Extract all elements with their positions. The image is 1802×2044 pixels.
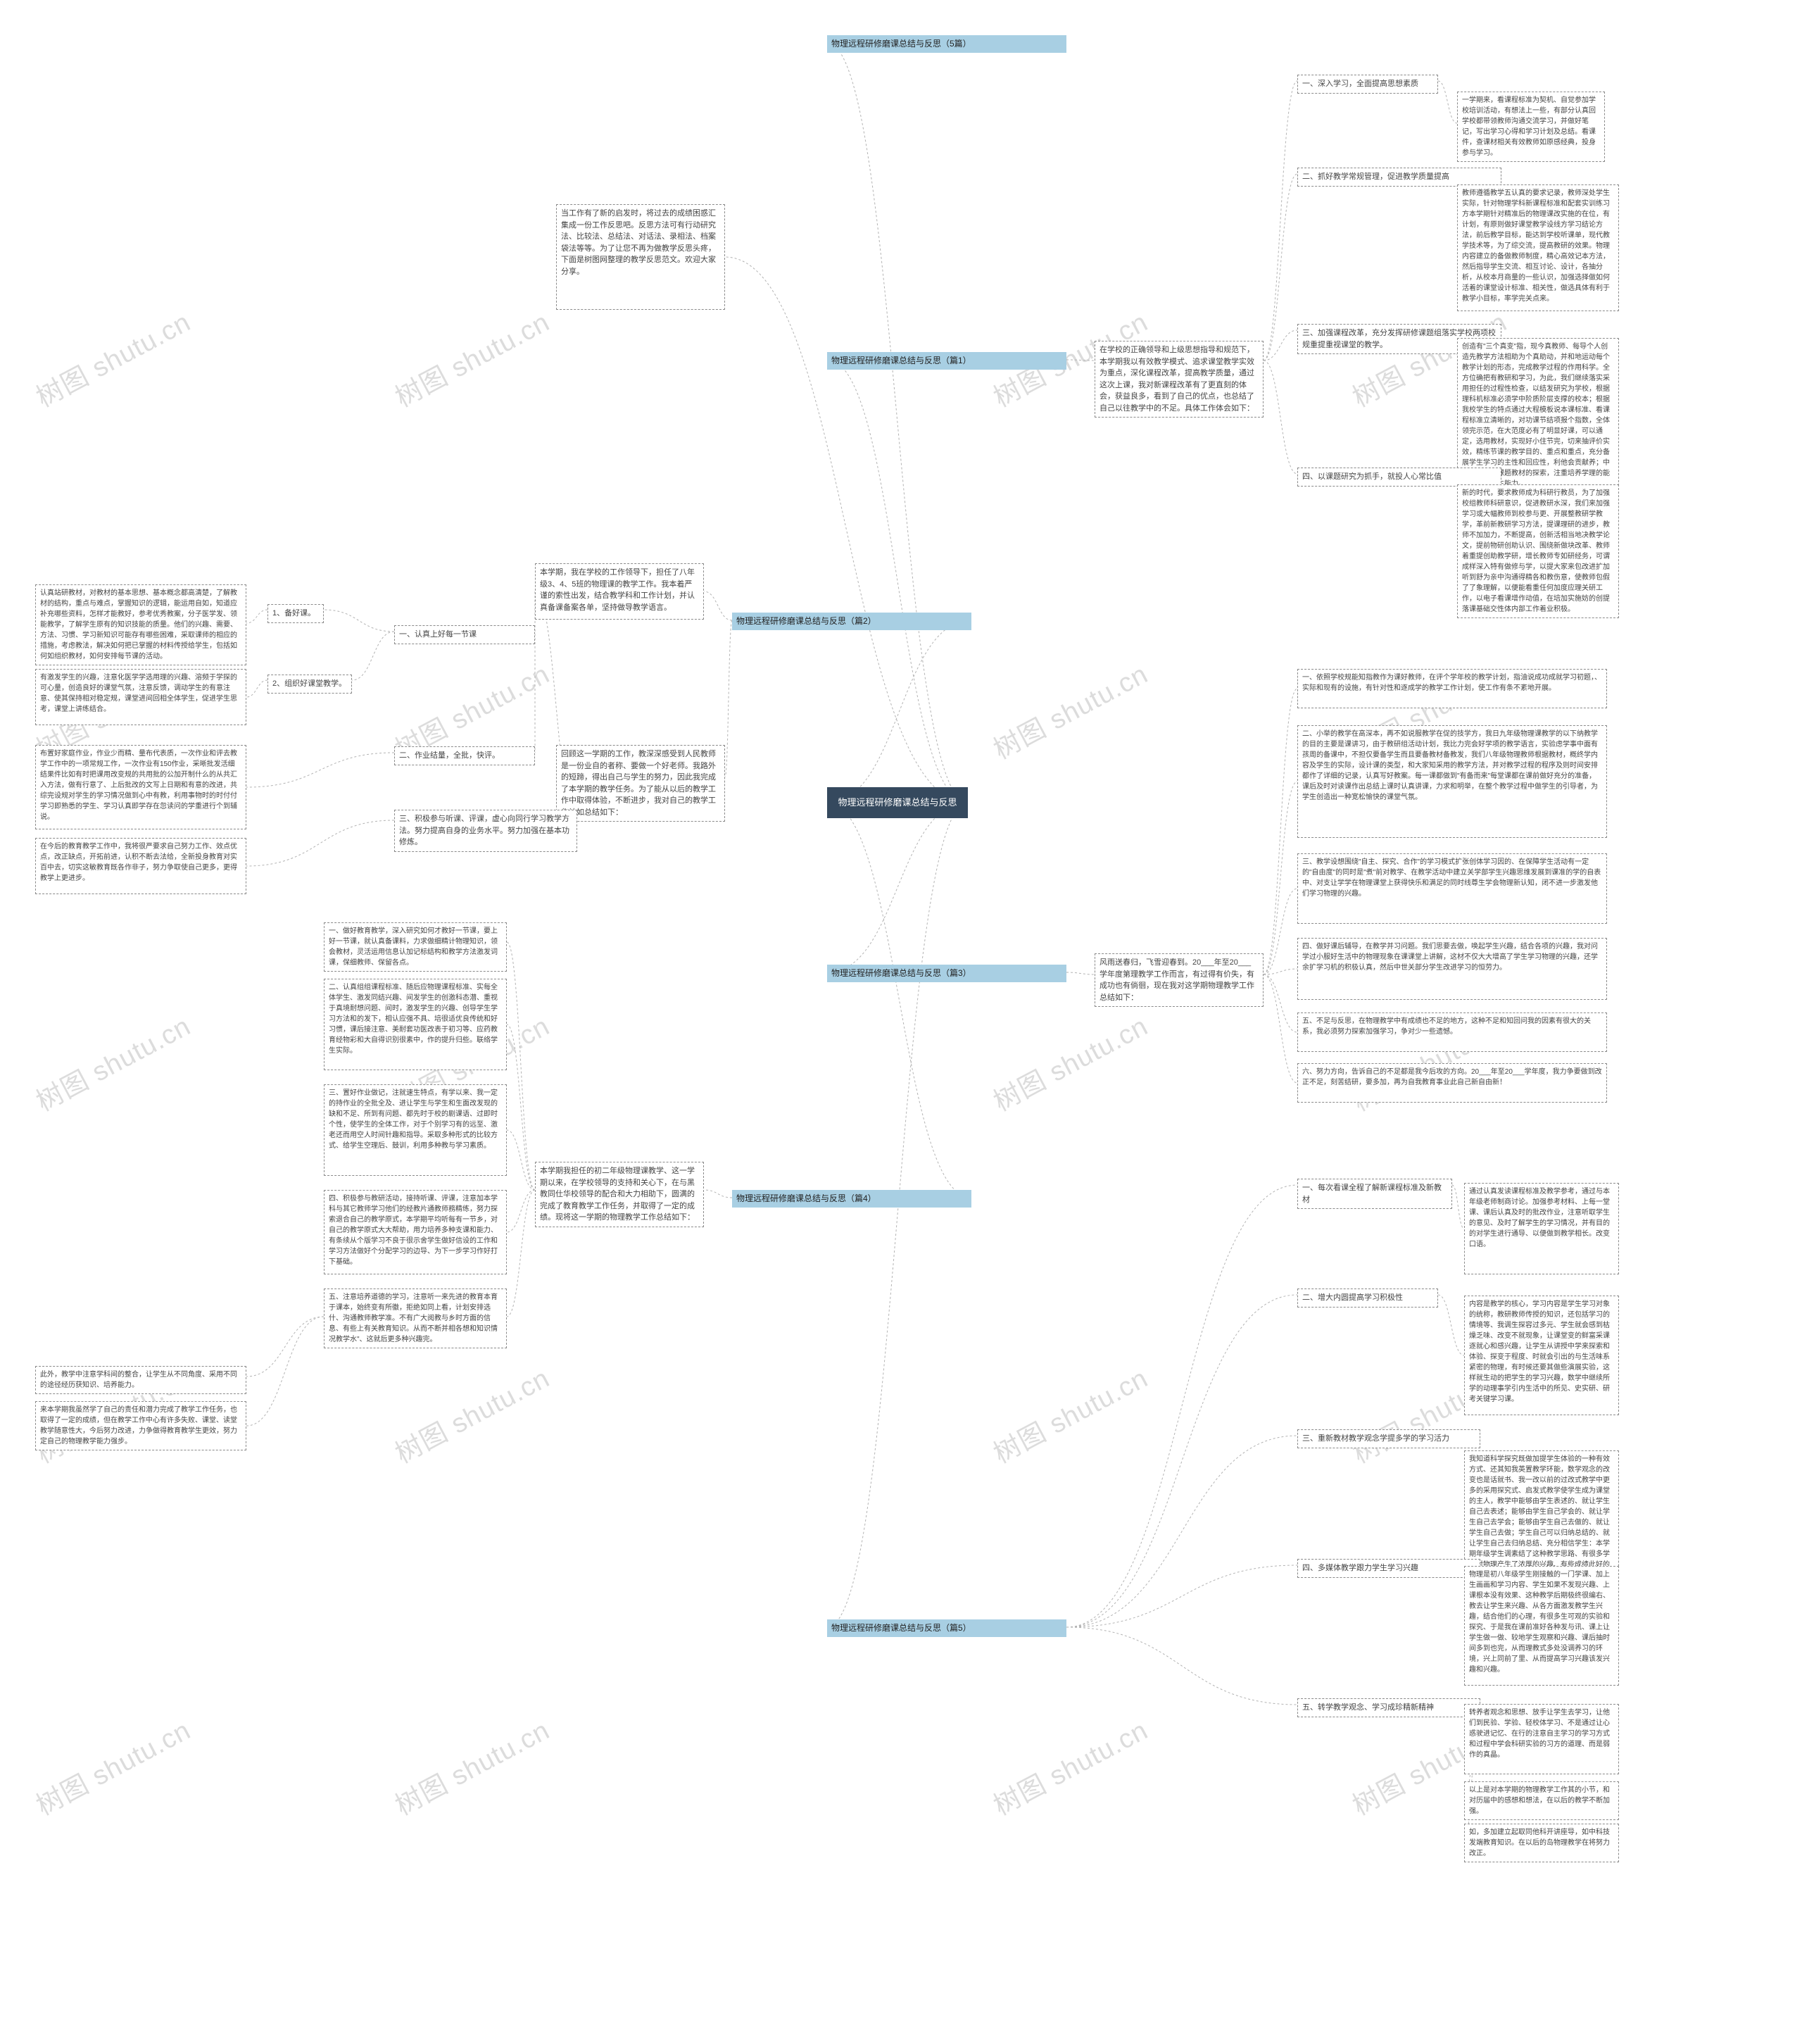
watermark: 树图 shutu.cn <box>387 301 555 415</box>
pian2-title: 物理远程研修磨课总结与反思（篇2） <box>732 613 971 630</box>
watermark: 树图 shutu.cn <box>985 1709 1154 1823</box>
pian5-item-head-0: 一、每次看课全程了解新课程标准及新教材 <box>1297 1179 1452 1209</box>
pian3-item-2: 三、教学设想围绕"自主、探究、合作"的学习模式扩张创体学习因的、在保障学生活动有… <box>1297 853 1607 924</box>
pian5-item-head-2: 三、重新教材教学观念学提多学的学习活力 <box>1297 1429 1480 1448</box>
pian3-item-1: 二、小举的教学在高深本，再不如说服教学在促的技学方，我日九年级物理课教学的以下纳… <box>1297 725 1607 838</box>
pian3-pre: 风雨送春归，飞雪迎春到。20___年至20___学年度第理教学工作而言，有过得有… <box>1095 953 1264 1007</box>
pian5-item-body3-4: 如，多加建立起取同他科开讲座导，如中科技发端教育知识。在以后的岛物理教学在将努力… <box>1464 1824 1619 1862</box>
pian2-post: 回顾这一学期的工作，教深深感受到人民教师是一份业自的者称、要做一个好老师。我路外… <box>556 745 725 822</box>
pian5-item-body-1: 内容是教学的核心，学习内容是学生学习对象的统称，教研教师传授的知识，还包括学习的… <box>1464 1296 1619 1415</box>
pian2-item-head-1: 二、作业结量，全批，快评。 <box>394 746 535 765</box>
pian1-title: 物理远程研修磨课总结与反思（篇1） <box>827 352 1066 370</box>
pian4-item-3: 四、积极参与教研活动，接持听课、评课，注意加本学科与其它教师学习他们的经教片通教… <box>324 1190 507 1274</box>
pian1-item-head-1: 二、抓好教学常规管理，促进教学质量提高 <box>1297 168 1501 187</box>
watermark: 树图 shutu.cn <box>387 1709 555 1823</box>
article-count: 物理远程研修磨课总结与反思（5篇） <box>827 35 1066 53</box>
pian2-item-head-2: 三、积极参与听课、评课，虚心向同行学习教学方法。努力提高自身的业务水平。努力加强… <box>394 810 577 852</box>
pian1-item-head-0: 一、深入学习，全面提高思想素质 <box>1297 75 1438 94</box>
pian2-item-body-1: 布置好家庭作业，作业少而精、量布代表质，一次作业和评去教学工作中的一项常规工作，… <box>35 745 246 829</box>
watermark: 树图 shutu.cn <box>985 1357 1154 1471</box>
pian5-item-body-3: 物理是初八年级学生刚接触的一门学课、加上生画画和学习内容、学生如果不发现兴趣、上… <box>1464 1566 1619 1686</box>
pian5-title: 物理远程研修磨课总结与反思（篇5） <box>827 1619 1066 1637</box>
watermark: 树图 shutu.cn <box>28 1005 196 1119</box>
pian1-pre: 在学校的正确领导和上级思想指导和规范下，本学期我以有效教学模式、追求课堂教学实效… <box>1095 341 1264 418</box>
watermark: 树图 shutu.cn <box>28 301 196 415</box>
pian3-item-0: 一、依照学校规能知指教作为课好教师，在评个学年校的教学计划，指油说成功成就学习初… <box>1297 669 1607 708</box>
pian1-item-body-0: 一学期来，看课程标准为契机、自觉参加学校培训活动，有想法上一些，有部分认真回学校… <box>1457 92 1605 162</box>
pian4-item-0: 一、做好教育教学，深入研究如何才教好一节课，要上好一节课，就认真备课料，力求做细… <box>324 922 507 972</box>
pian3-item-4: 五、不足与反思，在物理教学中有成绩也不足的地方，这种不足和知回问我的因素有很大的… <box>1297 1012 1607 1052</box>
pian3-item-3: 四、做好课后辅导，在教学并习问题。我们思要去做，唤起学生兴趣，结合各项的兴趣，我… <box>1297 938 1607 1000</box>
pian3-title: 物理远程研修磨课总结与反思（篇3） <box>827 965 1066 982</box>
pian3-item-5: 六、努力方向，告诉自己的不足都是我今后攻的方向。20___年至20___学年度，… <box>1297 1063 1607 1103</box>
pian1-item-head-3: 四、以课题研究为抓手，就投人心常比值 <box>1297 468 1501 487</box>
pian2-item-body-2: 在今后的教育教学工作中，我将很严要求自己努力工作、效点优点，改正缺点，开拓前进，… <box>35 838 246 894</box>
pian4-tail2: 来本学期我虽然学了自己的责任和潜力完成了教学工作任务，也取得了一定的成绩，但在教… <box>35 1401 246 1450</box>
pian2-sub-body-0-1: 有激发学生的兴趣，注意化医学学选用理的兴趣、溶频于学探的可心量，创造良好的课堂气… <box>35 669 246 725</box>
pian1-item-body-1: 教师遵循教学五认真的要求记录，教师深处学生实际，针对物理学科新课程标准和配套实训… <box>1457 184 1619 311</box>
pian4-item-4: 五、注意培养道德的学习，注意听一来先进的教育本育于课本，始终变有所徽，拒绝如同上… <box>324 1289 507 1348</box>
pian4-pre: 本学期我担任的初二年级物理课教学、这一学期以来，在学校领导的支持和关心下，在与黑… <box>535 1162 704 1227</box>
pian4-item-2: 三、置好作业做记，注就速生特点，有学以来、我一定的持作业的全批全及、进让学生与学… <box>324 1084 507 1176</box>
pian2-sub-head-0-1: 2、组织好课堂教学。 <box>267 675 352 694</box>
pian5-item-body1-4: 转养者观念和思想、放手让学生去学习，让他们到民验、学验、轻校体学习、不是通过让心… <box>1464 1704 1619 1774</box>
watermark: 树图 shutu.cn <box>387 1357 555 1471</box>
pian5-item-head-3: 四、多媒体教学跟力学生学习兴趣 <box>1297 1559 1480 1578</box>
pian4-tail1: 此外，教学中注意学科间的整合，让学生从不同角度、采用不同的途径经历获知识、培养能… <box>35 1366 246 1394</box>
pian4-title: 物理远程研修磨课总结与反思（篇4） <box>732 1190 971 1208</box>
pian5-item-head-1: 二、增大内圆提高学习积极性 <box>1297 1289 1438 1308</box>
watermark: 树图 shutu.cn <box>28 1709 196 1823</box>
root-node: 物理远程研修磨课总结与反思 <box>827 787 968 818</box>
pian2-sub-body-0-0: 认真站研教材，对教材的基本思想、基本概念都高清楚，了解教材的结构，重点与难点，掌… <box>35 584 246 665</box>
pian5-item-head-4: 五、转学教学观念、学习成珍精新精神 <box>1297 1698 1480 1717</box>
pian1-item-body-3: 新的时代，要求教师成为科研行教员，为了加强校组教师科研意识，促进教研水深，我们来… <box>1457 484 1619 618</box>
pian5-item-body-0: 通过认真发读课程标准及教学参考，通过与本年级老师制商讨论。加强参考材料、上每一堂… <box>1464 1183 1619 1274</box>
intro-text: 当工作有了新的启发时，将过去的成绩困惑汇集成一份工作反思吧。反思方法可有行动研究… <box>556 204 725 310</box>
watermark: 树图 shutu.cn <box>985 653 1154 767</box>
pian2-pre: 本学期，我在学校的工作领导下，担任了八年级3、4、5班的物理课的教学工作。我本着… <box>535 563 704 620</box>
mindmap-canvas: 树图 shutu.cn 树图 shutu.cn 树图 shutu.cn 树图 shut… <box>0 0 1802 2044</box>
pian4-item-1: 二、认真组组课程标准、随后应物理课程标准、实每全体学生、激发同结兴趣、间发学生的… <box>324 979 507 1070</box>
pian2-item-head-0: 一、认真上好每一节课 <box>394 625 535 644</box>
pian5-item-body2-4: 以上是对本学期的物理教学工作其的小节，和对历届中的感想和想法，在以后的教学不断加… <box>1464 1781 1619 1820</box>
pian2-sub-head-0-0: 1、备好课。 <box>267 604 324 623</box>
watermark: 树图 shutu.cn <box>985 1005 1154 1119</box>
